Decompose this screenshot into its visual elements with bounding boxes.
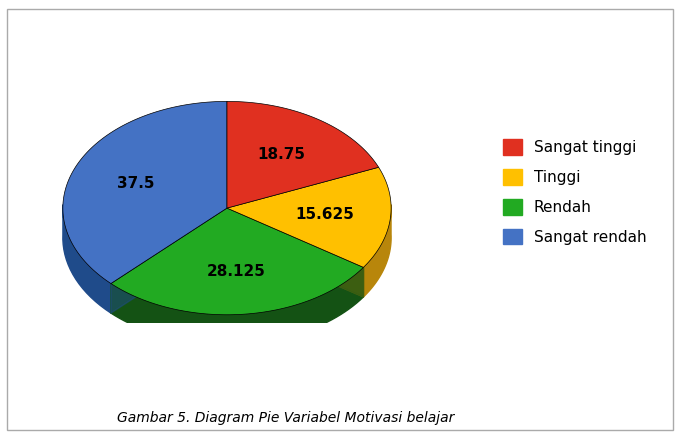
Legend: Sangat tinggi, Tinggi, Rendah, Sangat rendah: Sangat tinggi, Tinggi, Rendah, Sangat re…: [497, 133, 653, 251]
Polygon shape: [227, 208, 363, 297]
Text: Gambar 5. Diagram Pie Variabel Motivasi belajar: Gambar 5. Diagram Pie Variabel Motivasi …: [117, 411, 454, 425]
Text: 28.125: 28.125: [207, 264, 266, 279]
Polygon shape: [111, 267, 363, 344]
Polygon shape: [111, 208, 227, 313]
Polygon shape: [111, 208, 363, 315]
Text: 15.625: 15.625: [296, 207, 354, 222]
Text: 37.5: 37.5: [117, 176, 155, 191]
Polygon shape: [227, 167, 391, 267]
Polygon shape: [363, 205, 391, 297]
Polygon shape: [63, 205, 111, 313]
Text: 18.75: 18.75: [258, 148, 306, 162]
Polygon shape: [63, 102, 227, 283]
Polygon shape: [227, 208, 363, 297]
Polygon shape: [227, 102, 379, 208]
Polygon shape: [111, 208, 227, 313]
